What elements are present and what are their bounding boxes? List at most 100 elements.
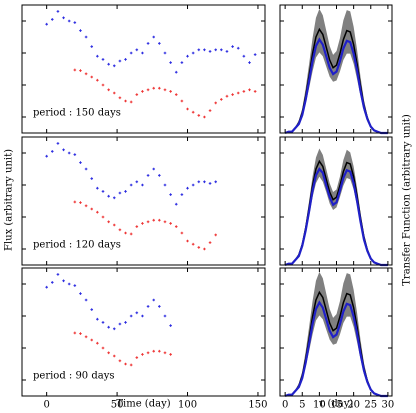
flux-point xyxy=(50,281,54,284)
flux-point xyxy=(107,88,110,92)
flux-point xyxy=(79,69,82,72)
flux-point xyxy=(67,282,71,286)
y-axis-label: Flux (arbitrary unit) xyxy=(4,149,15,251)
flux-point xyxy=(158,305,161,308)
flux-point xyxy=(152,35,156,39)
flux-point xyxy=(208,50,212,53)
transfer-line xyxy=(284,300,388,398)
flux-point xyxy=(129,100,133,104)
flux-point xyxy=(186,107,189,111)
flux-point xyxy=(208,109,212,112)
flux-point xyxy=(101,190,105,193)
x-tick-label: 30 xyxy=(382,400,395,411)
panel-frame xyxy=(279,136,393,266)
flux-point xyxy=(90,207,94,211)
flux-point xyxy=(163,351,167,355)
panel-frame xyxy=(21,4,266,134)
flux-point xyxy=(129,183,133,187)
flux-point xyxy=(208,241,212,244)
transfer-line xyxy=(284,167,388,267)
panel-frame xyxy=(279,267,393,397)
x-tick-label: 10 xyxy=(313,400,326,411)
flux-point xyxy=(118,191,122,195)
flux-point xyxy=(231,45,234,48)
flux-point xyxy=(225,94,229,98)
flux-point xyxy=(169,90,172,93)
flux-point xyxy=(96,317,99,321)
flux-point xyxy=(96,78,99,82)
flux-point xyxy=(152,349,156,353)
flux-point xyxy=(191,183,195,187)
flux-point xyxy=(118,359,122,363)
flux-point xyxy=(90,308,94,311)
flux-point xyxy=(197,48,201,52)
x-axis-label: Time (day) xyxy=(116,399,170,410)
flux-point xyxy=(214,180,217,184)
flux-point xyxy=(158,42,161,45)
flux-point xyxy=(118,96,122,100)
period-annotation: period : 120 days xyxy=(33,240,121,251)
flux-point xyxy=(112,327,116,331)
flux-point xyxy=(225,50,229,53)
flux-point xyxy=(169,353,172,356)
flux-point xyxy=(242,90,246,93)
x-tick-label: 50 xyxy=(111,400,124,411)
flux-point xyxy=(112,223,116,227)
flux-point xyxy=(163,51,167,55)
flux-point xyxy=(67,151,71,155)
flux-point xyxy=(45,285,48,289)
flux-point xyxy=(214,101,217,105)
flux-point xyxy=(135,225,139,228)
flux-point xyxy=(135,356,139,359)
flux-point xyxy=(62,16,65,20)
flux-point xyxy=(45,22,48,26)
flux-point xyxy=(67,19,71,23)
flux-point xyxy=(73,21,77,24)
flux-point xyxy=(112,91,116,95)
flux-point xyxy=(146,220,150,224)
flux-point xyxy=(90,338,94,342)
period-annotation: period : 150 days xyxy=(33,108,121,119)
flux-point xyxy=(90,75,94,79)
x-tick-label: 0 xyxy=(282,400,288,411)
flux-point xyxy=(197,180,201,184)
x-tick-label: 150 xyxy=(248,400,267,411)
flux-point xyxy=(186,54,189,58)
flux-point xyxy=(146,174,150,177)
x-tick-label: 25 xyxy=(364,400,377,411)
flux-point xyxy=(208,182,212,185)
flux-point xyxy=(231,93,234,96)
flux-point xyxy=(158,349,161,353)
flux-point xyxy=(220,48,223,52)
flux-point xyxy=(62,279,65,283)
flux-point xyxy=(197,114,201,117)
flux-point xyxy=(96,341,99,345)
flux-point xyxy=(101,58,105,61)
flux-point xyxy=(135,311,139,315)
flux-point xyxy=(169,193,172,196)
panel-frame xyxy=(279,4,393,134)
x-tick-label: 0 xyxy=(43,400,49,411)
flux-point xyxy=(56,10,60,13)
flux-point xyxy=(163,220,167,224)
flux-point xyxy=(214,48,217,52)
flux-point xyxy=(180,61,184,64)
flux-point xyxy=(107,62,110,66)
flux-point xyxy=(50,18,54,21)
flux-point xyxy=(141,353,144,356)
flux-point xyxy=(174,93,178,96)
flux-point xyxy=(236,91,240,95)
flux-point xyxy=(158,86,161,90)
flux-point xyxy=(146,88,150,92)
flux-point xyxy=(152,167,156,171)
flux-point xyxy=(96,210,99,214)
flux-point xyxy=(96,186,99,190)
flux-point xyxy=(84,204,88,208)
flux-point xyxy=(152,218,156,222)
flux-point xyxy=(152,86,156,90)
flux-point xyxy=(146,305,150,308)
flux-point xyxy=(73,331,77,335)
flux-point xyxy=(169,61,172,64)
flux-point xyxy=(146,42,150,45)
